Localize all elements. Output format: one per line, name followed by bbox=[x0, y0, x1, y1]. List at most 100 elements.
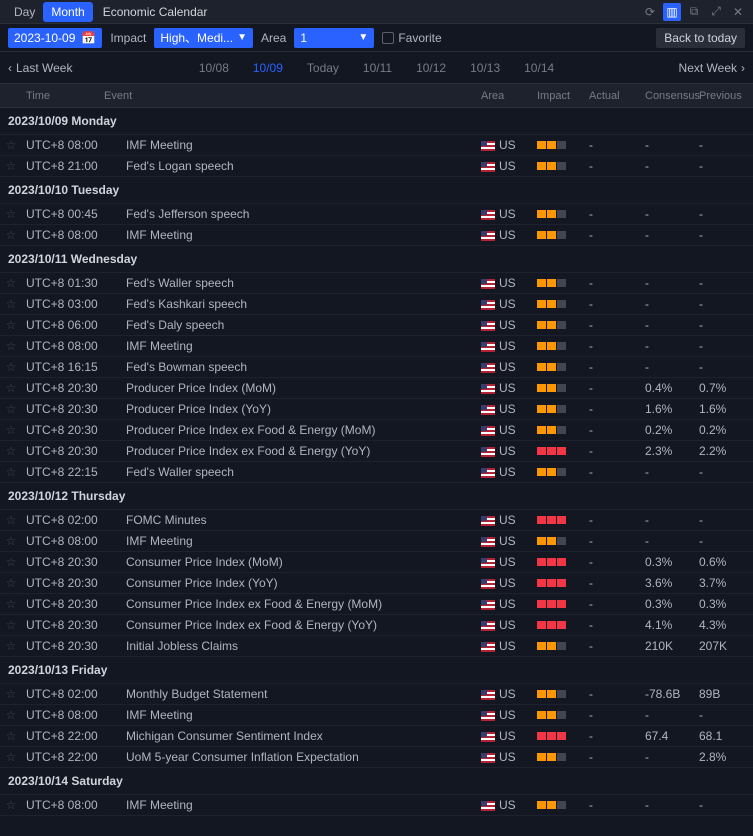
table-row[interactable]: ☆UTC+8 22:00UoM 5-year Consumer Inflatio… bbox=[0, 747, 753, 768]
col-time[interactable]: Time bbox=[0, 90, 100, 102]
week-nav: ‹ Last Week 10/08 10/09 Today 10/11 10/12 10/… bbox=[0, 52, 753, 84]
table-row[interactable]: ☆UTC+8 08:00IMF MeetingUS--- bbox=[0, 135, 753, 156]
table-row[interactable]: ☆UTC+8 02:00Monthly Budget StatementUS--… bbox=[0, 684, 753, 705]
favorite-star-icon[interactable]: ☆ bbox=[0, 576, 22, 590]
favorite-star-icon[interactable]: ☆ bbox=[0, 687, 22, 701]
favorite-star-icon[interactable]: ☆ bbox=[0, 729, 22, 743]
favorite-star-icon[interactable]: ☆ bbox=[0, 228, 22, 242]
back-to-today-button[interactable]: Back to today bbox=[656, 28, 745, 48]
cell-time: UTC+8 20:30 bbox=[22, 639, 122, 653]
area-dropdown[interactable]: 1 ▼ bbox=[294, 28, 374, 48]
cell-area: US bbox=[477, 687, 533, 701]
impact-dropdown[interactable]: High、Medi... ▼ bbox=[154, 28, 253, 48]
favorite-star-icon[interactable]: ☆ bbox=[0, 423, 22, 437]
date-tab[interactable]: 10/09 bbox=[253, 61, 283, 75]
favorite-star-icon[interactable]: ☆ bbox=[0, 339, 22, 353]
cell-actual: - bbox=[585, 276, 641, 290]
favorite-star-icon[interactable]: ☆ bbox=[0, 465, 22, 479]
table-row[interactable]: ☆UTC+8 06:00Fed's Daly speechUS--- bbox=[0, 315, 753, 336]
col-area[interactable]: Area bbox=[477, 90, 533, 102]
date-picker[interactable]: 2023-10-09 📅 bbox=[8, 28, 102, 48]
table-row[interactable]: ☆UTC+8 20:30Initial Jobless ClaimsUS-210… bbox=[0, 636, 753, 657]
favorite-star-icon[interactable]: ☆ bbox=[0, 708, 22, 722]
col-impact[interactable]: Impact bbox=[533, 90, 585, 102]
favorite-star-icon[interactable]: ☆ bbox=[0, 750, 22, 764]
table-row[interactable]: ☆UTC+8 08:00IMF MeetingUS--- bbox=[0, 705, 753, 726]
cell-actual: - bbox=[585, 228, 641, 242]
date-tab[interactable]: 10/08 bbox=[199, 61, 229, 75]
table-row[interactable]: ☆UTC+8 08:00IMF MeetingUS--- bbox=[0, 531, 753, 552]
impact-indicator bbox=[537, 342, 585, 350]
col-consensus[interactable]: Consensus bbox=[641, 90, 695, 102]
date-tab[interactable]: 10/11 bbox=[363, 61, 392, 75]
favorite-star-icon[interactable]: ☆ bbox=[0, 381, 22, 395]
date-tab[interactable]: 10/13 bbox=[470, 61, 500, 75]
layout-icon[interactable]: ▥ bbox=[663, 3, 681, 21]
favorite-star-icon[interactable]: ☆ bbox=[0, 159, 22, 173]
popout-icon[interactable]: ⧉ bbox=[685, 3, 703, 21]
table-row[interactable]: ☆UTC+8 20:30Consumer Price Index (MoM)US… bbox=[0, 552, 753, 573]
table-row[interactable]: ☆UTC+8 00:45Fed's Jefferson speechUS--- bbox=[0, 204, 753, 225]
table-row[interactable]: ☆UTC+8 03:00Fed's Kashkari speechUS--- bbox=[0, 294, 753, 315]
cell-area: US bbox=[477, 228, 533, 242]
favorite-star-icon[interactable]: ☆ bbox=[0, 402, 22, 416]
favorite-star-icon[interactable]: ☆ bbox=[0, 360, 22, 374]
table-row[interactable]: ☆UTC+8 22:00Michigan Consumer Sentiment … bbox=[0, 726, 753, 747]
favorite-star-icon[interactable]: ☆ bbox=[0, 444, 22, 458]
favorite-star-icon[interactable]: ☆ bbox=[0, 555, 22, 569]
table-row[interactable]: ☆UTC+8 20:30Consumer Price Index (YoY)US… bbox=[0, 573, 753, 594]
col-event[interactable]: Event bbox=[100, 90, 477, 102]
table-row[interactable]: ☆UTC+8 08:00IMF MeetingUS--- bbox=[0, 336, 753, 357]
cell-consensus: 67.4 bbox=[641, 729, 695, 743]
cell-actual: - bbox=[585, 597, 641, 611]
table-row[interactable]: ☆UTC+8 21:00Fed's Logan speechUS--- bbox=[0, 156, 753, 177]
table-row[interactable]: ☆UTC+8 08:00IMF MeetingUS--- bbox=[0, 795, 753, 816]
cell-time: UTC+8 20:30 bbox=[22, 576, 122, 590]
table-row[interactable]: ☆UTC+8 08:00IMF MeetingUS--- bbox=[0, 225, 753, 246]
cell-event: IMF Meeting bbox=[122, 228, 477, 242]
tab-day[interactable]: Day bbox=[6, 2, 43, 22]
table-row[interactable]: ☆UTC+8 20:30Producer Price Index (YoY)US… bbox=[0, 399, 753, 420]
date-tab[interactable]: 10/12 bbox=[416, 61, 446, 75]
favorite-star-icon[interactable]: ☆ bbox=[0, 513, 22, 527]
table-row[interactable]: ☆UTC+8 20:30Consumer Price Index ex Food… bbox=[0, 615, 753, 636]
col-actual[interactable]: Actual bbox=[585, 90, 641, 102]
favorite-star-icon[interactable]: ☆ bbox=[0, 276, 22, 290]
col-previous[interactable]: Previous bbox=[695, 90, 753, 102]
cell-event: Fed's Logan speech bbox=[122, 159, 477, 173]
favorite-star-icon[interactable]: ☆ bbox=[0, 534, 22, 548]
table-row[interactable]: ☆UTC+8 20:30Producer Price Index ex Food… bbox=[0, 441, 753, 462]
favorite-star-icon[interactable]: ☆ bbox=[0, 618, 22, 632]
favorite-star-icon[interactable]: ☆ bbox=[0, 138, 22, 152]
favorite-star-icon[interactable]: ☆ bbox=[0, 318, 22, 332]
table-row[interactable]: ☆UTC+8 22:15Fed's Waller speechUS--- bbox=[0, 462, 753, 483]
table-row[interactable]: ☆UTC+8 16:15Fed's Bowman speechUS--- bbox=[0, 357, 753, 378]
panel-title: Economic Calendar bbox=[103, 5, 208, 19]
table-row[interactable]: ☆UTC+8 01:30Fed's Waller speechUS--- bbox=[0, 273, 753, 294]
favorite-star-icon[interactable]: ☆ bbox=[0, 297, 22, 311]
table-row[interactable]: ☆UTC+8 20:30Consumer Price Index ex Food… bbox=[0, 594, 753, 615]
favorite-star-icon[interactable]: ☆ bbox=[0, 639, 22, 653]
tab-month[interactable]: Month bbox=[43, 2, 92, 22]
cell-actual: - bbox=[585, 138, 641, 152]
close-icon[interactable]: ✕ bbox=[729, 3, 747, 21]
cell-actual: - bbox=[585, 513, 641, 527]
table-row[interactable]: ☆UTC+8 02:00FOMC MinutesUS--- bbox=[0, 510, 753, 531]
cell-consensus: - bbox=[641, 465, 695, 479]
favorite-star-icon[interactable]: ☆ bbox=[0, 597, 22, 611]
date-tab[interactable]: Today bbox=[307, 61, 339, 75]
next-week-button[interactable]: Next Week › bbox=[679, 61, 745, 75]
refresh-icon[interactable]: ⟳ bbox=[641, 3, 659, 21]
date-tab[interactable]: 10/14 bbox=[524, 61, 554, 75]
expand-icon[interactable]: ⤢ bbox=[707, 3, 725, 21]
favorite-star-icon[interactable]: ☆ bbox=[0, 207, 22, 221]
cell-time: UTC+8 21:00 bbox=[22, 159, 122, 173]
favorite-checkbox[interactable]: Favorite bbox=[382, 31, 441, 45]
table-row[interactable]: ☆UTC+8 20:30Producer Price Index (MoM)US… bbox=[0, 378, 753, 399]
favorite-star-icon[interactable]: ☆ bbox=[0, 798, 22, 812]
cell-area: US bbox=[477, 159, 533, 173]
table-row[interactable]: ☆UTC+8 20:30Producer Price Index ex Food… bbox=[0, 420, 753, 441]
cell-time: UTC+8 02:00 bbox=[22, 687, 122, 701]
prev-week-button[interactable]: ‹ Last Week bbox=[8, 61, 72, 75]
cell-impact bbox=[533, 210, 585, 218]
